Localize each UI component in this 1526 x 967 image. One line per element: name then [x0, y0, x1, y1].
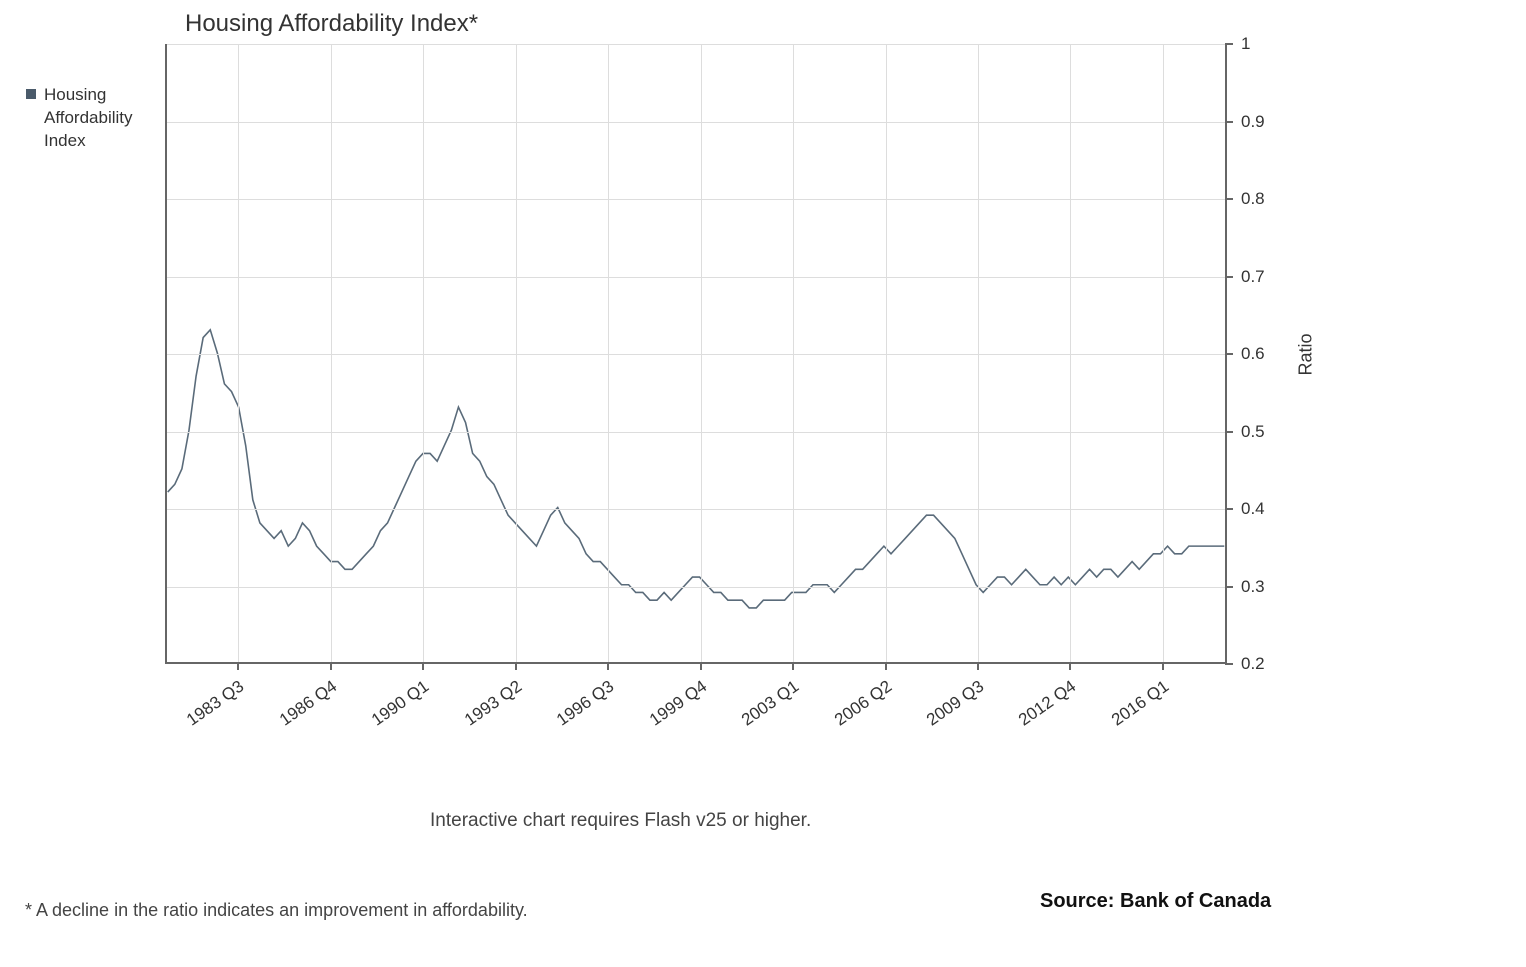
gridline-vertical [423, 44, 424, 662]
gridline-horizontal [167, 432, 1225, 433]
y-tick-label: 0.5 [1241, 422, 1265, 442]
y-tick [1225, 586, 1233, 588]
gridline-horizontal [167, 122, 1225, 123]
source-attribution: Source: Bank of Canada [1040, 890, 1271, 913]
x-tick-label: 1996 Q3 [553, 677, 618, 731]
x-tick [515, 662, 517, 670]
x-tick-label: 1983 Q3 [183, 677, 248, 731]
gridline-horizontal [167, 587, 1225, 588]
gridline-vertical [701, 44, 702, 662]
x-tick [792, 662, 794, 670]
gridline-vertical [1163, 44, 1164, 662]
x-tick-label: 1990 Q1 [368, 677, 433, 731]
y-tick [1225, 508, 1233, 510]
line-chart-svg [167, 44, 1225, 662]
plot-area: 0.20.30.40.50.60.70.80.911983 Q31986 Q41… [165, 44, 1225, 664]
gridline-vertical [516, 44, 517, 662]
x-tick [1162, 662, 1164, 670]
x-tick-label: 2016 Q1 [1108, 677, 1173, 731]
x-tick-label: 1986 Q4 [276, 677, 341, 731]
y-tick-label: 0.9 [1241, 112, 1265, 132]
x-tick [237, 662, 239, 670]
y-tick [1225, 431, 1233, 433]
x-tick-label: 2012 Q4 [1015, 677, 1080, 731]
y-tick-label: 0.7 [1241, 267, 1265, 287]
gridline-vertical [1070, 44, 1071, 662]
chart-container: Housing Affordability Index* Housing Aff… [20, 10, 1320, 664]
x-tick-label: 2003 Q1 [738, 677, 803, 731]
plot-wrap: 0.20.30.40.50.60.70.80.911983 Q31986 Q41… [165, 44, 1225, 664]
y-tick-label: 0.2 [1241, 654, 1265, 674]
y-tick-label: 0.8 [1241, 189, 1265, 209]
x-tick [700, 662, 702, 670]
x-tick [330, 662, 332, 670]
flash-note: Interactive chart requires Flash v25 or … [430, 810, 811, 832]
y-tick [1225, 198, 1233, 200]
gridline-horizontal [167, 354, 1225, 355]
legend-item: Housing Affordability Index [26, 84, 165, 153]
x-tick [1069, 662, 1071, 670]
x-tick-label: 2009 Q3 [923, 677, 988, 731]
y-tick-label: 0.3 [1241, 577, 1265, 597]
x-tick-label: 2006 Q2 [831, 677, 896, 731]
gridline-horizontal [167, 44, 1225, 45]
x-tick-label: 1999 Q4 [646, 677, 711, 731]
gridline-vertical [793, 44, 794, 662]
x-tick [977, 662, 979, 670]
legend: Housing Affordability Index [20, 44, 165, 153]
gridline-horizontal [167, 509, 1225, 510]
y-tick [1225, 43, 1233, 45]
y-tick [1225, 663, 1233, 665]
series-line [168, 330, 1225, 608]
x-tick-label: 1993 Q2 [461, 677, 526, 731]
gridline-vertical [608, 44, 609, 662]
gridline-vertical [331, 44, 332, 662]
legend-swatch [26, 89, 36, 99]
gridline-vertical [886, 44, 887, 662]
gridline-vertical [978, 44, 979, 662]
y-tick [1225, 276, 1233, 278]
x-tick [885, 662, 887, 670]
footnote: * A decline in the ratio indicates an im… [25, 900, 528, 921]
x-tick [422, 662, 424, 670]
legend-label: Housing Affordability Index [44, 84, 165, 153]
gridline-horizontal [167, 277, 1225, 278]
y-tick [1225, 121, 1233, 123]
chart-row: Housing Affordability Index 0.20.30.40.5… [20, 44, 1320, 664]
y-tick [1225, 353, 1233, 355]
gridline-horizontal [167, 199, 1225, 200]
y-tick-label: 1 [1241, 34, 1250, 54]
y-tick-label: 0.4 [1241, 499, 1265, 519]
y-axis-title: Ratio [1296, 333, 1317, 375]
x-tick [607, 662, 609, 670]
y-tick-label: 0.6 [1241, 344, 1265, 364]
gridline-vertical [238, 44, 239, 662]
chart-title: Housing Affordability Index* [185, 10, 1320, 38]
